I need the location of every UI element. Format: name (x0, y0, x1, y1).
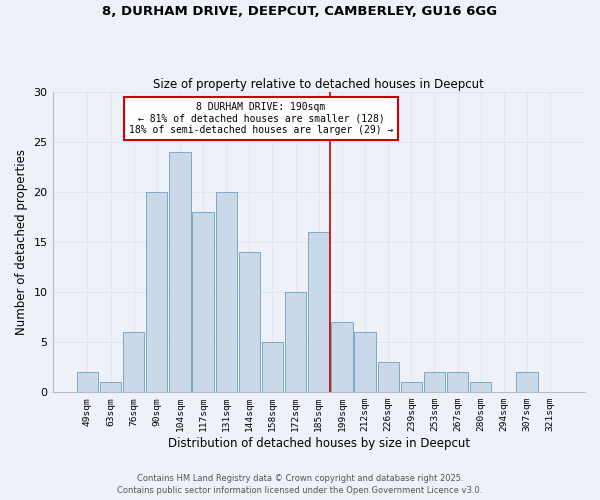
Bar (285, 292, 306, 392)
Bar (401, 382, 422, 392)
Bar (447, 372, 468, 392)
Bar (470, 382, 491, 392)
Y-axis label: Number of detached properties: Number of detached properties (15, 149, 28, 335)
Text: 8, DURHAM DRIVE, DEEPCUT, CAMBERLEY, GU16 6GG: 8, DURHAM DRIVE, DEEPCUT, CAMBERLEY, GU1… (103, 5, 497, 18)
Bar (193, 212, 214, 392)
X-axis label: Distribution of detached houses by size in Deepcut: Distribution of detached houses by size … (168, 437, 470, 450)
Bar (377, 362, 399, 392)
Bar (424, 372, 445, 392)
Bar (77, 372, 98, 392)
Bar (262, 342, 283, 392)
Bar (239, 252, 260, 392)
Text: Contains HM Land Registry data © Crown copyright and database right 2025.
Contai: Contains HM Land Registry data © Crown c… (118, 474, 482, 495)
Bar (123, 332, 145, 392)
Bar (146, 192, 167, 392)
Bar (355, 332, 376, 392)
Bar (215, 192, 237, 392)
Text: 8 DURHAM DRIVE: 190sqm
← 81% of detached houses are smaller (128)
18% of semi-de: 8 DURHAM DRIVE: 190sqm ← 81% of detached… (129, 102, 393, 136)
Bar (169, 152, 191, 392)
Bar (308, 232, 329, 392)
Title: Size of property relative to detached houses in Deepcut: Size of property relative to detached ho… (154, 78, 484, 91)
Bar (517, 372, 538, 392)
Bar (331, 322, 353, 392)
Bar (100, 382, 121, 392)
